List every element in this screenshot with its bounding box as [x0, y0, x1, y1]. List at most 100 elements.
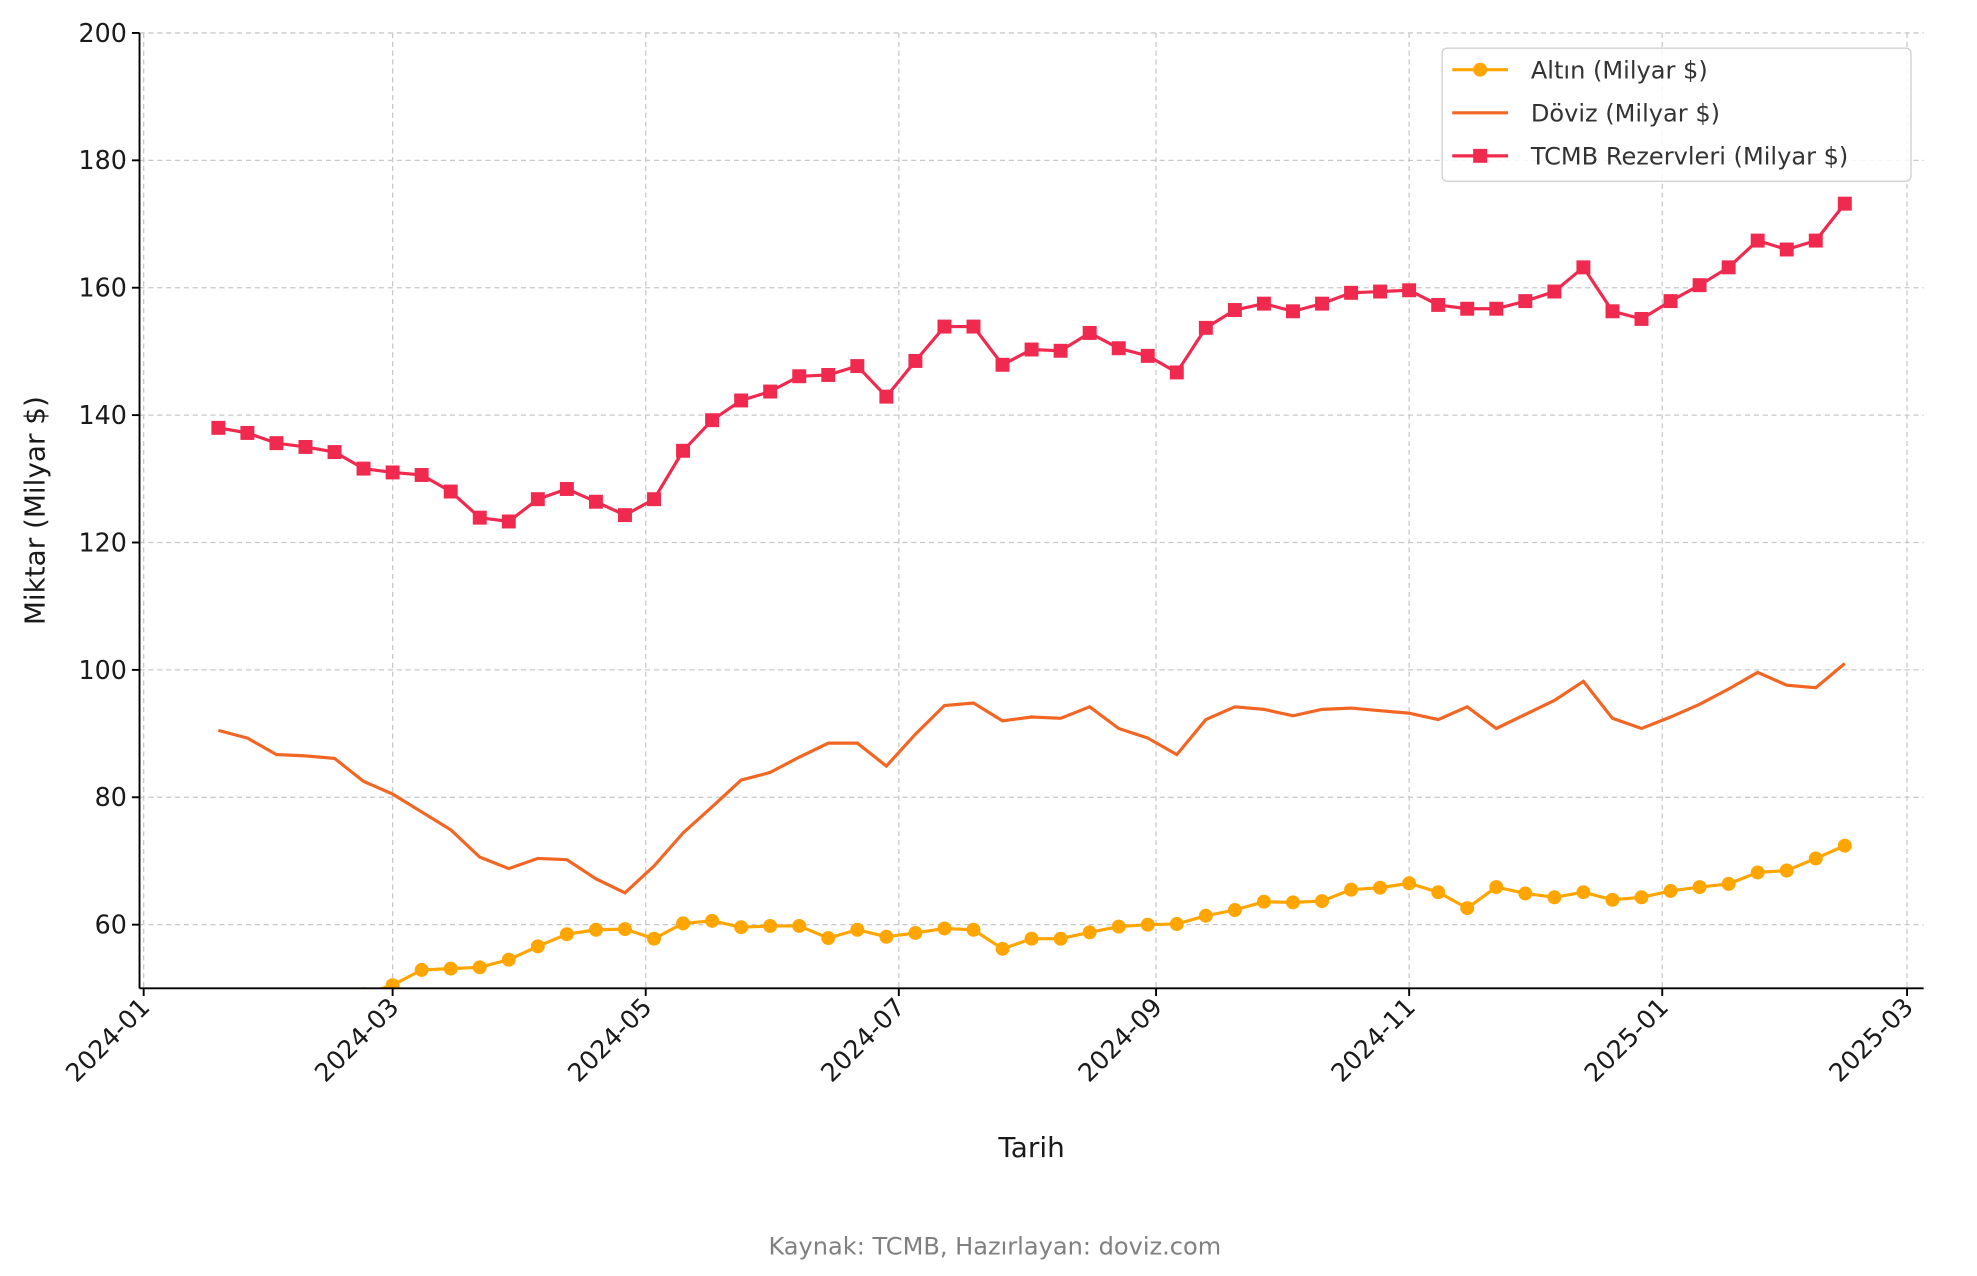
data-point — [1169, 365, 1184, 380]
data-point — [618, 922, 632, 937]
data-point — [1634, 311, 1649, 326]
y-tick-label: 160 — [79, 273, 127, 303]
data-point — [995, 941, 1010, 956]
data-point — [240, 425, 255, 440]
data-point — [1489, 301, 1504, 316]
data-point — [1837, 196, 1852, 211]
x-tick-label: 2024-11 — [1325, 992, 1421, 1088]
data-point — [937, 921, 952, 936]
data-point — [211, 997, 225, 1011]
data-point — [1344, 882, 1359, 897]
data-point — [676, 443, 691, 458]
data-point — [501, 514, 516, 529]
data-point — [472, 960, 487, 975]
data-point — [1663, 883, 1678, 898]
grid — [139, 32, 1924, 989]
series-line-2 — [218, 202, 1847, 524]
data-point — [385, 978, 400, 989]
legend-label: Döviz (Milyar $) — [1531, 100, 1720, 128]
data-point — [1547, 284, 1562, 299]
data-point — [1808, 233, 1823, 248]
data-point — [1721, 876, 1736, 891]
legend-label: TCMB Rezervleri (Milyar $) — [1530, 143, 1848, 171]
data-point — [1837, 838, 1852, 853]
data-point — [298, 439, 313, 454]
data-point — [328, 993, 342, 1007]
data-point — [792, 369, 807, 384]
data-point — [1460, 901, 1475, 916]
data-point — [850, 359, 865, 374]
data-point — [1489, 880, 1504, 895]
data-point — [1808, 851, 1823, 866]
data-point — [995, 357, 1010, 372]
data-point — [1198, 320, 1213, 335]
data-point — [821, 931, 836, 946]
data-point — [1518, 886, 1533, 901]
legend-marker — [1473, 148, 1488, 163]
x-tick-label: 2025-03 — [1823, 992, 1919, 1088]
data-point — [1605, 892, 1620, 907]
data-point — [356, 461, 371, 476]
data-point — [1227, 903, 1242, 917]
x-tick-label: 2024-07 — [815, 992, 911, 1088]
data-point — [821, 368, 836, 382]
data-point — [501, 952, 516, 967]
data-point — [879, 389, 894, 404]
data-point — [1024, 931, 1039, 946]
data-point — [763, 918, 778, 933]
data-point — [1315, 894, 1329, 909]
data-point — [1779, 863, 1794, 878]
data-point — [1286, 895, 1300, 910]
data-point — [647, 492, 661, 507]
legend-marker — [1473, 62, 1488, 77]
data-point — [443, 961, 458, 976]
data-point — [1576, 885, 1591, 900]
legend-label: Altın (Milyar $) — [1531, 57, 1708, 85]
y-tick-label: 120 — [79, 527, 127, 557]
y-tick-label: 200 — [79, 18, 127, 48]
data-point — [908, 354, 923, 368]
data-point — [850, 922, 865, 937]
data-point — [618, 508, 632, 523]
source-note: Kaynak: TCMB, Hazırlayan: doviz.com — [768, 1232, 1221, 1260]
data-point — [1779, 242, 1794, 257]
series-layer — [211, 196, 1852, 1011]
data-point — [559, 927, 574, 942]
x-tick-label: 2025-01 — [1578, 992, 1674, 1088]
data-point — [414, 468, 429, 482]
data-point — [1140, 348, 1155, 363]
data-point — [1227, 303, 1242, 317]
data-point — [1286, 304, 1300, 319]
y-tick-label: 80 — [95, 782, 127, 812]
data-point — [734, 393, 749, 408]
data-point — [1198, 908, 1213, 923]
data-point — [908, 925, 923, 940]
data-point — [1431, 297, 1446, 312]
y-axis-label: Miktar (Milyar $) — [18, 396, 51, 625]
data-point — [1053, 931, 1068, 946]
y-tick-label: 180 — [79, 145, 127, 175]
data-point — [1373, 880, 1388, 895]
data-point — [530, 492, 545, 507]
data-point — [1169, 917, 1184, 931]
data-point — [1518, 294, 1533, 309]
data-point — [530, 939, 545, 954]
data-point — [1431, 885, 1446, 900]
data-point — [588, 922, 603, 937]
data-point — [705, 913, 720, 928]
data-point — [879, 929, 894, 944]
data-point — [1402, 283, 1417, 298]
data-point — [1373, 284, 1388, 299]
data-point — [1663, 294, 1678, 309]
data-point — [1634, 890, 1649, 905]
y-tick-label: 100 — [79, 655, 127, 685]
data-point — [1460, 301, 1475, 316]
data-point — [966, 922, 981, 937]
x-tick-label: 2024-03 — [308, 992, 404, 1088]
data-point — [1024, 342, 1039, 357]
data-point — [966, 319, 981, 334]
data-point — [937, 319, 952, 334]
x-tick-label: 2024-05 — [562, 992, 658, 1088]
legend-box — [1441, 47, 1912, 182]
